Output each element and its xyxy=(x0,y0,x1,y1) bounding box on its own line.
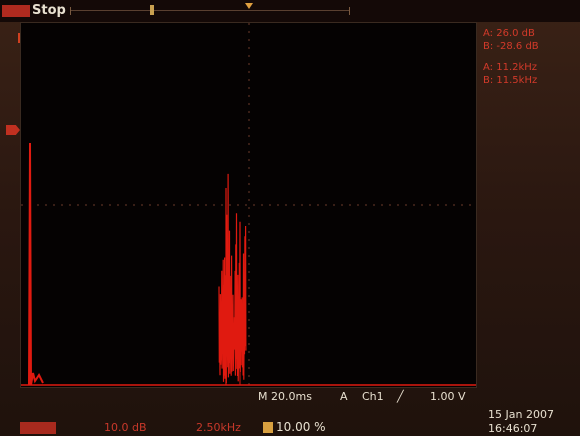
trigger-channel-readout: Ch1 xyxy=(362,390,384,403)
waveform-display xyxy=(21,23,476,387)
trigger-mode-readout: A xyxy=(340,390,348,403)
frequency-readout: 2.50kHz xyxy=(196,421,241,434)
trigger-position-icon xyxy=(245,3,253,9)
channel1-trace xyxy=(21,142,476,386)
trace-burst xyxy=(218,173,247,384)
position-percent-readout: 10.00 % xyxy=(276,420,326,434)
trigger-level-readout: 1.00 V xyxy=(430,390,466,403)
graticule-grid xyxy=(21,23,476,387)
waveform-graticule xyxy=(20,22,477,388)
timebase-readout: M 20.0ms xyxy=(258,390,312,403)
trace-spike xyxy=(28,142,44,386)
status-bar: Stop xyxy=(0,0,580,22)
ch1-scale-readout: 10.0 dB xyxy=(104,421,147,434)
channel1-badge xyxy=(20,422,56,434)
cursor-a-frequency: A: 11.2kHz xyxy=(483,62,538,73)
channel1-ground-icon xyxy=(6,125,20,135)
date-readout: 15 Jan 2007 xyxy=(488,408,554,421)
position-icon xyxy=(263,422,273,433)
record-length-bar xyxy=(70,7,350,15)
time-readout: 16:46:07 xyxy=(488,422,538,435)
cursor-b-amplitude: B: -28.6 dB xyxy=(483,41,539,52)
cursor-a-amplitude: A: 26.0 dB xyxy=(483,28,535,39)
acquisition-state: Stop xyxy=(32,3,66,18)
cursor-b-frequency: B: 11.5kHz xyxy=(483,75,538,86)
run-indicator xyxy=(2,5,30,17)
record-position-marker xyxy=(150,5,154,15)
trigger-slope-icon: ╱ xyxy=(397,390,404,403)
